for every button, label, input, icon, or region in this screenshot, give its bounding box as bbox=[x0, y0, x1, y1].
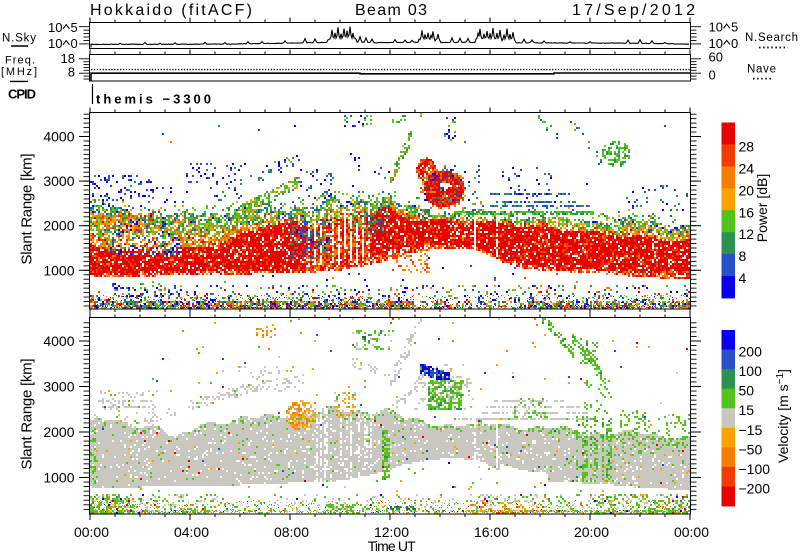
svg-text:Beam 03: Beam 03 bbox=[355, 2, 427, 19]
svg-text:8: 8 bbox=[739, 248, 747, 264]
svg-text:28: 28 bbox=[739, 138, 755, 154]
svg-text:Velocity [m s−1]: Velocity [m s−1] bbox=[775, 369, 791, 463]
svg-text:00:00: 00:00 bbox=[674, 524, 709, 540]
svg-text:Slant Range [km]: Slant Range [km] bbox=[19, 154, 36, 265]
svg-text:20: 20 bbox=[739, 182, 755, 198]
svg-text:−50: −50 bbox=[739, 441, 763, 457]
svg-text:04:00: 04:00 bbox=[174, 524, 209, 540]
svg-text:200: 200 bbox=[739, 344, 763, 360]
svg-text:8: 8 bbox=[68, 65, 75, 80]
svg-text:[MHz]: [MHz] bbox=[1, 66, 37, 78]
svg-text:15: 15 bbox=[739, 402, 755, 418]
svg-text:08:00: 08:00 bbox=[274, 524, 309, 540]
svg-text:Slant Range [km]: Slant Range [km] bbox=[19, 359, 36, 470]
svg-text:Freq.: Freq. bbox=[5, 55, 35, 67]
svg-text:24: 24 bbox=[739, 160, 755, 176]
svg-text:0: 0 bbox=[71, 36, 78, 51]
svg-text:20:00: 20:00 bbox=[574, 524, 609, 540]
svg-text:0: 0 bbox=[731, 36, 738, 51]
svg-text:2000: 2000 bbox=[43, 218, 74, 234]
svg-text:4000: 4000 bbox=[43, 333, 74, 349]
svg-text:5: 5 bbox=[71, 20, 78, 35]
svg-text:3000: 3000 bbox=[43, 379, 74, 395]
svg-text:10: 10 bbox=[709, 20, 723, 35]
svg-text:3000: 3000 bbox=[43, 173, 74, 189]
svg-text:1000: 1000 bbox=[43, 262, 74, 278]
svg-text:N.Search: N.Search bbox=[745, 32, 798, 44]
svg-text:16:00: 16:00 bbox=[474, 524, 509, 540]
svg-text:4000: 4000 bbox=[43, 129, 74, 145]
svg-text:12:00: 12:00 bbox=[374, 524, 409, 540]
svg-text:00:00: 00:00 bbox=[74, 524, 109, 540]
svg-text:12: 12 bbox=[739, 226, 755, 242]
svg-text:17/Sep/2012: 17/Sep/2012 bbox=[572, 2, 695, 19]
svg-text:−15: −15 bbox=[739, 422, 763, 438]
svg-text:60: 60 bbox=[709, 50, 723, 65]
svg-text:Time UT: Time UT bbox=[368, 538, 416, 554]
svg-text:−100: −100 bbox=[739, 461, 771, 477]
svg-text:2000: 2000 bbox=[43, 424, 74, 440]
svg-text:100: 100 bbox=[739, 363, 763, 379]
svg-text:1000: 1000 bbox=[43, 470, 74, 486]
svg-text:18: 18 bbox=[61, 51, 75, 66]
svg-text:5: 5 bbox=[731, 20, 738, 35]
svg-text:−200: −200 bbox=[739, 480, 771, 496]
svg-text:Power [dB]: Power [dB] bbox=[754, 174, 770, 242]
svg-text:Nave: Nave bbox=[747, 64, 776, 76]
svg-text:CPID: CPID bbox=[8, 87, 36, 102]
svg-text:4: 4 bbox=[739, 270, 747, 286]
svg-text:0: 0 bbox=[709, 68, 716, 83]
svg-text:Hokkaido (fitACF): Hokkaido (fitACF) bbox=[90, 2, 252, 19]
svg-text:10: 10 bbox=[48, 20, 62, 35]
svg-text:10: 10 bbox=[709, 36, 723, 51]
svg-text:16: 16 bbox=[739, 204, 755, 220]
svg-text:50: 50 bbox=[739, 383, 755, 399]
svg-text:N.Sky: N.Sky bbox=[2, 33, 36, 45]
svg-text:10: 10 bbox=[48, 36, 62, 51]
